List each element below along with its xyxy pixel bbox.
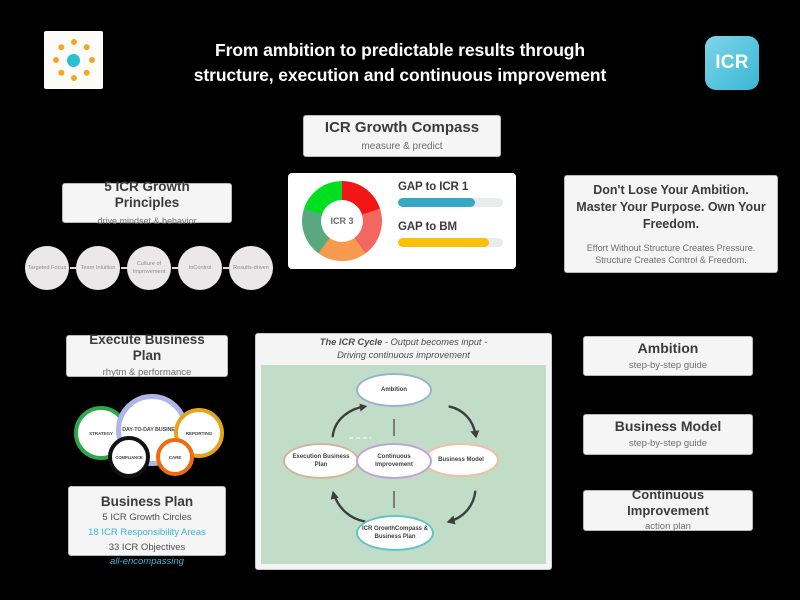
logo-dot — [83, 69, 90, 76]
card-title: Continuous Improvement — [627, 487, 709, 518]
cycle-arrows — [330, 403, 480, 525]
card-subtitle: measure & predict — [361, 140, 443, 152]
quote-subtitle: Effort Without Structure Creates Pressur… — [587, 242, 755, 266]
cycle-node-continuous-improvement[interactable]: Continuous Improvement — [356, 443, 432, 479]
card-subtitle: drive mindset & behavior — [97, 215, 197, 226]
logo-dot — [88, 57, 95, 63]
quote-title: Don't Lose Your Ambition. Master Your Pu… — [576, 183, 766, 231]
cycle-node-execution-business-plan[interactable]: Execution Business Plan — [283, 443, 359, 479]
gap-bar-fill — [398, 198, 475, 207]
icr-brand-badge: ICR — [705, 36, 759, 90]
connector-dash — [69, 267, 76, 269]
card-subtitle: rhytm & performance — [102, 367, 192, 379]
card-execute-business-plan[interactable]: Execute Business Plan rhytm & performanc… — [66, 331, 228, 379]
card-icr-growth-compass[interactable]: ICR Growth Compass measure & predict — [303, 115, 501, 157]
radial-dots-logo-icon — [44, 31, 103, 89]
card-growth-principles[interactable]: 5 ICR Growth Principles drive mindset & … — [62, 179, 232, 226]
card-title: Business Model — [614, 418, 722, 435]
quote-subtitle-line-1: Effort Without Structure Creates Pressur… — [586, 242, 756, 253]
card-business-model-guide[interactable]: Business Model step-by-step guide — [583, 414, 753, 455]
gap-label-bm: GAP to BM — [398, 221, 457, 233]
cycle-header: The ICR Cycle - Output becomes input - D… — [256, 334, 551, 364]
logo-dot — [70, 75, 77, 81]
principle-circle-row: Targeted Focus Team Intuition Culture of… — [25, 245, 273, 291]
gap-bar-icr1 — [398, 198, 503, 207]
card-continuous-improvement-plan[interactable]: Continuous Improvement action plan — [583, 487, 753, 533]
principle-circle[interactable]: Targeted Focus — [25, 246, 69, 290]
card-ambition-guide[interactable]: Ambition step-by-step guide — [583, 336, 753, 376]
card-title: Ambition — [637, 339, 699, 356]
page-title-line-2: structure, execution and continuous impr… — [193, 65, 607, 86]
cycle-node-growthcompass-business-plan[interactable]: ICR GrowthCompass & Business Plan — [356, 515, 434, 551]
connector-dashed — [349, 437, 371, 439]
card-ambition-quote[interactable]: Don't Lose Your Ambition. Master Your Pu… — [564, 175, 778, 273]
cycle-header-bold: The ICR Cycle — [319, 336, 383, 347]
logo-dot — [70, 39, 77, 45]
logo-dot — [83, 44, 90, 51]
business-plan-line: all-encompassing — [110, 556, 184, 568]
business-plan-line: 33 ICR Objectives — [108, 541, 186, 553]
page-title: From ambition to predictable results thr… — [160, 38, 640, 89]
connector-vertical-top — [393, 419, 395, 436]
growth-circle-care[interactable]: CARE — [156, 438, 194, 476]
principle-circle[interactable]: Results-driven — [229, 246, 273, 290]
business-plan-line: 5 ICR Growth Circles — [102, 512, 192, 524]
growth-circle-compliance[interactable]: COMPLIANCE — [108, 436, 150, 478]
donut-chart: ICR 3 — [302, 181, 382, 261]
card-subtitle: action plan — [645, 521, 691, 533]
connector-dash — [120, 267, 127, 269]
gap-label-icr1: GAP to ICR 1 — [398, 181, 469, 193]
growth-compass-panel: ICR 3 GAP to ICR 1 GAP to BM — [288, 173, 516, 269]
logo-dot — [57, 69, 64, 76]
connector-dash — [171, 267, 178, 269]
card-title: ICR Growth Compass — [324, 118, 480, 136]
card-title: Business Plan — [100, 494, 194, 509]
gap-meters: GAP to ICR 1 GAP to BM — [398, 181, 503, 261]
cycle-header-rest: - Output becomes input - — [382, 336, 488, 347]
connector-dash — [222, 267, 229, 269]
logo-core-dot — [67, 53, 80, 67]
card-title: 5 ICR Growth Principles — [104, 179, 190, 211]
donut-center-label: ICR 3 — [321, 200, 363, 242]
card-icr-cycle[interactable]: The ICR Cycle - Output becomes input - D… — [255, 333, 552, 570]
business-plan-line: 18 ICR Responsibility Areas — [88, 526, 206, 538]
growth-circles-diagram: STRATEGY DAY-TO-DAY BUSINESS REPORTING C… — [70, 392, 230, 478]
cycle-header-line-1: The ICR Cycle - Output becomes input - — [320, 336, 487, 349]
logo-dot — [52, 57, 59, 63]
cycle-diagram: Ambition Business Model ICR GrowthCompas… — [261, 365, 546, 564]
card-business-plan[interactable]: Business Plan 5 ICR Growth Circles 18 IC… — [68, 486, 226, 567]
page-title-line-1: From ambition to predictable results thr… — [215, 40, 585, 60]
card-subtitle: step-by-step guide — [628, 359, 708, 371]
cycle-node-business-model[interactable]: Business Model — [423, 443, 499, 477]
cycle-header-line-2: Driving continuous improvement — [337, 350, 470, 360]
principle-circle[interactable]: Culture of Improvement — [127, 246, 171, 290]
principle-circle[interactable]: Team Intuition — [76, 246, 120, 290]
quote-subtitle-line-2: Structure Creates Control & Freedom. — [595, 254, 747, 265]
gap-bar-fill — [398, 238, 490, 247]
logo-dot — [57, 44, 64, 51]
gap-bar-bm — [398, 238, 503, 247]
connector-vertical-bottom — [393, 491, 395, 508]
card-title: Execute Business Plan — [89, 331, 205, 364]
principle-circle[interactable]: InControl — [178, 246, 222, 290]
card-subtitle: step-by-step guide — [628, 438, 708, 449]
cycle-node-ambition[interactable]: Ambition — [356, 373, 432, 407]
